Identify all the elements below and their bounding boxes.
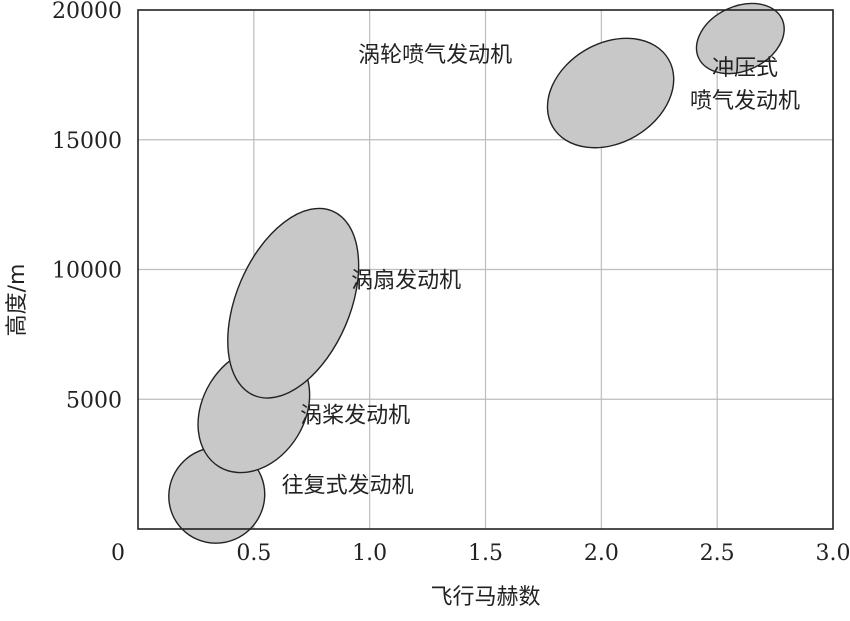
x-tick-label: 2.0 xyxy=(584,541,619,566)
region-label-line: 往复式发动机 xyxy=(282,474,414,499)
region-label: 涡轮喷气发动机 xyxy=(358,43,512,68)
y-axis-label: 高度/m xyxy=(5,264,30,337)
region-label-line: 涡扇发动机 xyxy=(351,269,461,294)
region-label: 涡扇发动机 xyxy=(351,269,461,294)
region-label-line: 涡轮喷气发动机 xyxy=(358,43,512,68)
region-label-line: 涡桨发动机 xyxy=(300,404,410,429)
x-tick-label: 0.5 xyxy=(236,541,271,566)
region-label: 涡桨发动机 xyxy=(300,404,410,429)
region-ellipse xyxy=(546,37,675,149)
x-tick-label: 0 xyxy=(111,541,125,566)
x-tick-label: 2.5 xyxy=(700,541,735,566)
y-tick-label: 15000 xyxy=(52,129,122,154)
y-tick-label: 5000 xyxy=(66,388,122,413)
x-tick-label: 1.5 xyxy=(468,541,503,566)
x-axis-label: 飞行马赫数 xyxy=(430,585,540,610)
region-label-line: 冲压式 xyxy=(712,56,778,81)
y-tick-label: 20000 xyxy=(52,0,122,24)
region-label-line: 喷气发动机 xyxy=(690,89,800,114)
regions xyxy=(168,2,785,544)
y-tick-labels: 5000 10000 15000 20000 xyxy=(52,0,122,413)
x-tick-label: 3.0 xyxy=(816,541,850,566)
y-tick-label: 10000 xyxy=(52,259,122,284)
region-label: 冲压式喷气发动机 xyxy=(690,56,800,114)
x-tick-labels: 0 0.5 1.0 1.5 2.0 2.5 3.0 xyxy=(111,541,850,566)
plot-frame xyxy=(137,9,834,530)
region-ellipse xyxy=(227,207,360,399)
region-label: 往复式发动机 xyxy=(282,474,414,499)
x-tick-label: 1.0 xyxy=(352,541,387,566)
